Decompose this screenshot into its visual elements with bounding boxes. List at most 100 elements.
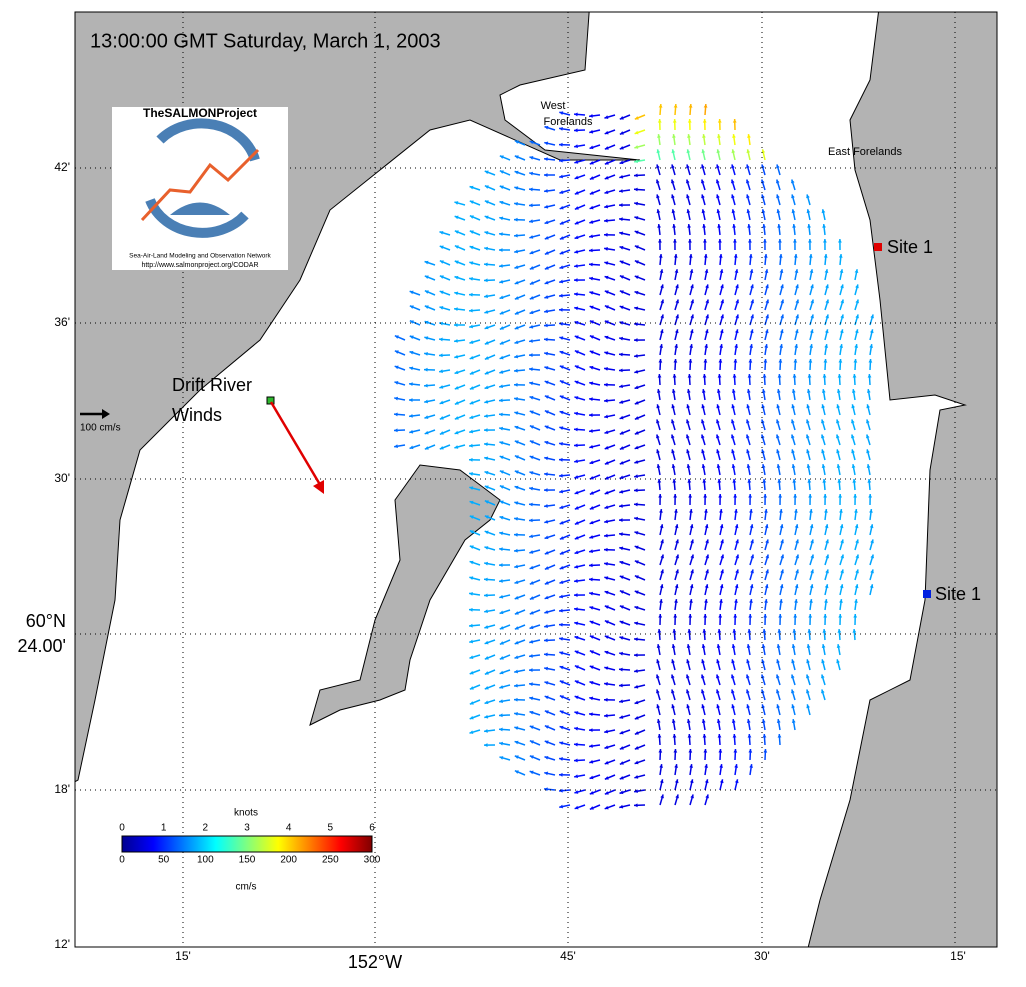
vector-head: [589, 665, 594, 670]
vector-head: [825, 299, 830, 304]
vector-head: [657, 134, 661, 138]
vector-head: [719, 599, 723, 603]
vector-head: [839, 269, 844, 274]
vector-head: [718, 614, 723, 618]
vector-head: [855, 569, 859, 574]
vector-head: [424, 320, 429, 325]
vector-head: [717, 224, 722, 228]
vector-head: [793, 614, 798, 618]
vector-head: [731, 404, 736, 409]
vector-head: [484, 714, 489, 719]
vector-head: [619, 245, 624, 250]
vector-head: [656, 449, 660, 454]
vector-head: [529, 725, 534, 730]
vector-head: [749, 524, 754, 529]
vector-head: [514, 217, 518, 222]
colorbar-knots-label: 6: [369, 823, 375, 834]
vector-head: [604, 620, 609, 624]
vector-head: [619, 651, 623, 656]
vector-head: [574, 521, 579, 525]
vector-head: [655, 674, 660, 679]
vector-head: [574, 680, 579, 684]
vector-head: [792, 629, 797, 633]
vector-head: [499, 670, 504, 675]
station-label: Winds: [172, 405, 222, 425]
vector-head: [686, 194, 690, 199]
site-marker: [923, 590, 931, 598]
vector-head: [720, 314, 724, 319]
colorbar-cms-label: 0: [119, 855, 125, 866]
vector-head: [674, 524, 679, 529]
vector-head: [791, 449, 795, 454]
vector-head: [619, 460, 624, 465]
vector-head: [763, 614, 768, 618]
vector-head: [734, 269, 739, 274]
vector-head: [660, 539, 664, 544]
vector-head: [657, 629, 662, 633]
vector-head: [821, 389, 826, 393]
vector-head: [702, 224, 707, 228]
vector-head: [544, 295, 549, 299]
vector-head: [685, 674, 690, 679]
vector-head: [499, 200, 504, 205]
vector-head: [674, 269, 679, 274]
vector-head: [716, 404, 721, 409]
vector-head: [484, 325, 489, 330]
lon-label: 15': [175, 949, 191, 963]
vector-head: [675, 794, 679, 799]
vector-head: [514, 683, 518, 688]
vector-head: [763, 239, 767, 243]
vector-head: [716, 149, 721, 154]
vector-head: [687, 479, 692, 483]
vector-head: [731, 659, 735, 664]
vector-head: [544, 251, 549, 255]
vector-head: [671, 464, 676, 469]
vector-head: [514, 548, 518, 553]
vector-head: [704, 269, 709, 274]
vector-head: [720, 554, 725, 559]
vector-head: [778, 494, 783, 498]
vector-head: [499, 594, 504, 599]
vector-head: [559, 473, 563, 478]
vector-head: [869, 509, 873, 513]
vector-head: [439, 416, 444, 420]
vector-head: [619, 667, 623, 672]
vector-head: [589, 535, 594, 539]
vector-head: [701, 449, 705, 454]
vector-head: [544, 323, 548, 328]
vector-head: [574, 396, 579, 400]
vector-head: [424, 367, 428, 372]
vector-head: [469, 457, 473, 462]
vector-head: [589, 234, 593, 239]
vector-head: [718, 254, 723, 258]
vector-head: [780, 284, 784, 289]
vector-head: [439, 353, 443, 358]
vector-head: [656, 659, 660, 664]
vector-head: [702, 134, 706, 138]
vector-head: [634, 775, 639, 779]
vector-head: [634, 400, 639, 405]
vector-head: [634, 531, 639, 535]
vector-head: [701, 464, 706, 469]
vector-head: [514, 140, 519, 144]
vector-head: [514, 517, 518, 521]
vector-head: [439, 306, 444, 310]
vector-head: [604, 505, 609, 509]
vector-head: [689, 779, 694, 784]
vector-head: [839, 584, 844, 589]
vector-head: [454, 323, 458, 327]
vector-head: [574, 621, 579, 626]
vector-head: [719, 764, 724, 768]
colorbar-knots-label: 3: [244, 823, 250, 834]
vector-head: [514, 485, 519, 490]
vector-head: [544, 189, 548, 193]
vector-head: [686, 209, 691, 214]
vector-head: [704, 329, 709, 334]
east-land: [807, 12, 997, 947]
vector-head: [634, 460, 639, 464]
vector-head: [658, 614, 663, 618]
vector-head: [619, 321, 624, 325]
vector-head: [777, 374, 782, 378]
vector-head: [484, 656, 489, 660]
vector-head: [589, 262, 593, 267]
